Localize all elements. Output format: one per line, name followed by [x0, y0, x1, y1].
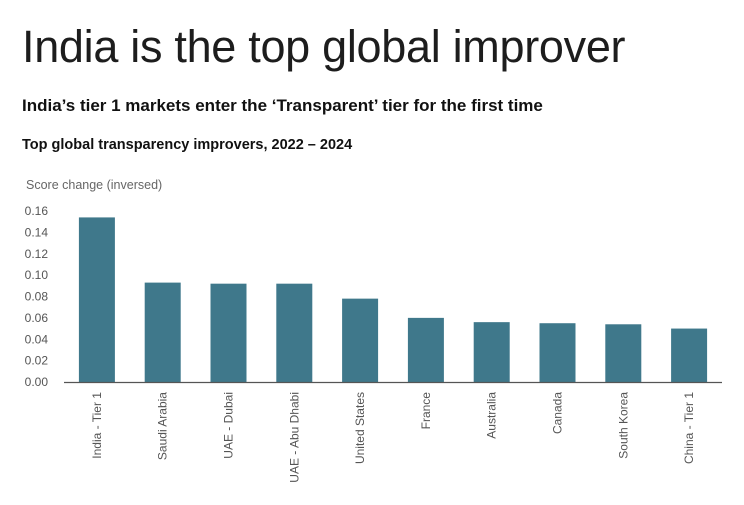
x-tick-label: France: [419, 392, 433, 430]
x-tick-label: United States: [353, 392, 367, 464]
y-tick-label: 0.00: [25, 375, 49, 389]
x-tick-label: UAE - Abu Dhabi: [287, 392, 301, 483]
bar: [144, 282, 181, 382]
y-tick-label: 0.16: [25, 204, 49, 218]
x-axis-ticks: India - Tier 1 Saudi Arabia UAE - Dubai UAE…: [90, 392, 696, 483]
y-tick-label: 0.14: [25, 225, 49, 239]
x-tick-label: Australia: [485, 392, 499, 439]
y-axis-label: Score change (inversed): [26, 178, 162, 192]
y-tick-label: 0.04: [25, 332, 49, 346]
y-tick-label: 0.02: [25, 354, 49, 368]
x-tick-label: Canada: [551, 392, 565, 434]
y-tick-label: 0.08: [25, 290, 49, 304]
x-tick-label: Saudi Arabia: [156, 392, 170, 460]
bar: [473, 322, 510, 382]
bar: [210, 283, 247, 382]
x-tick-label: India - Tier 1: [90, 392, 104, 459]
y-axis-ticks: 0.16 0.14 0.12 0.10 0.08 0.06 0.04 0.02 0.00: [25, 204, 49, 389]
y-tick-label: 0.10: [25, 268, 49, 282]
bar: [539, 323, 576, 382]
x-tick-label: UAE - Dubai: [222, 392, 236, 459]
bar: [342, 298, 379, 382]
headline: India is the top global improver: [22, 21, 626, 72]
subheadline: India’s tier 1 markets enter the ‘Transp…: [22, 96, 543, 115]
y-tick-label: 0.06: [25, 311, 49, 325]
bar: [78, 217, 115, 382]
bar: [671, 328, 708, 382]
x-tick-label: China - Tier 1: [682, 392, 696, 464]
chart-title: Top global transparency improvers, 2022 …: [22, 137, 353, 153]
bars: [78, 217, 708, 382]
y-tick-label: 0.12: [25, 247, 49, 261]
bar: [276, 283, 313, 382]
bar: [407, 317, 444, 382]
bar: [605, 324, 642, 382]
x-tick-label: South Korea: [616, 392, 630, 459]
